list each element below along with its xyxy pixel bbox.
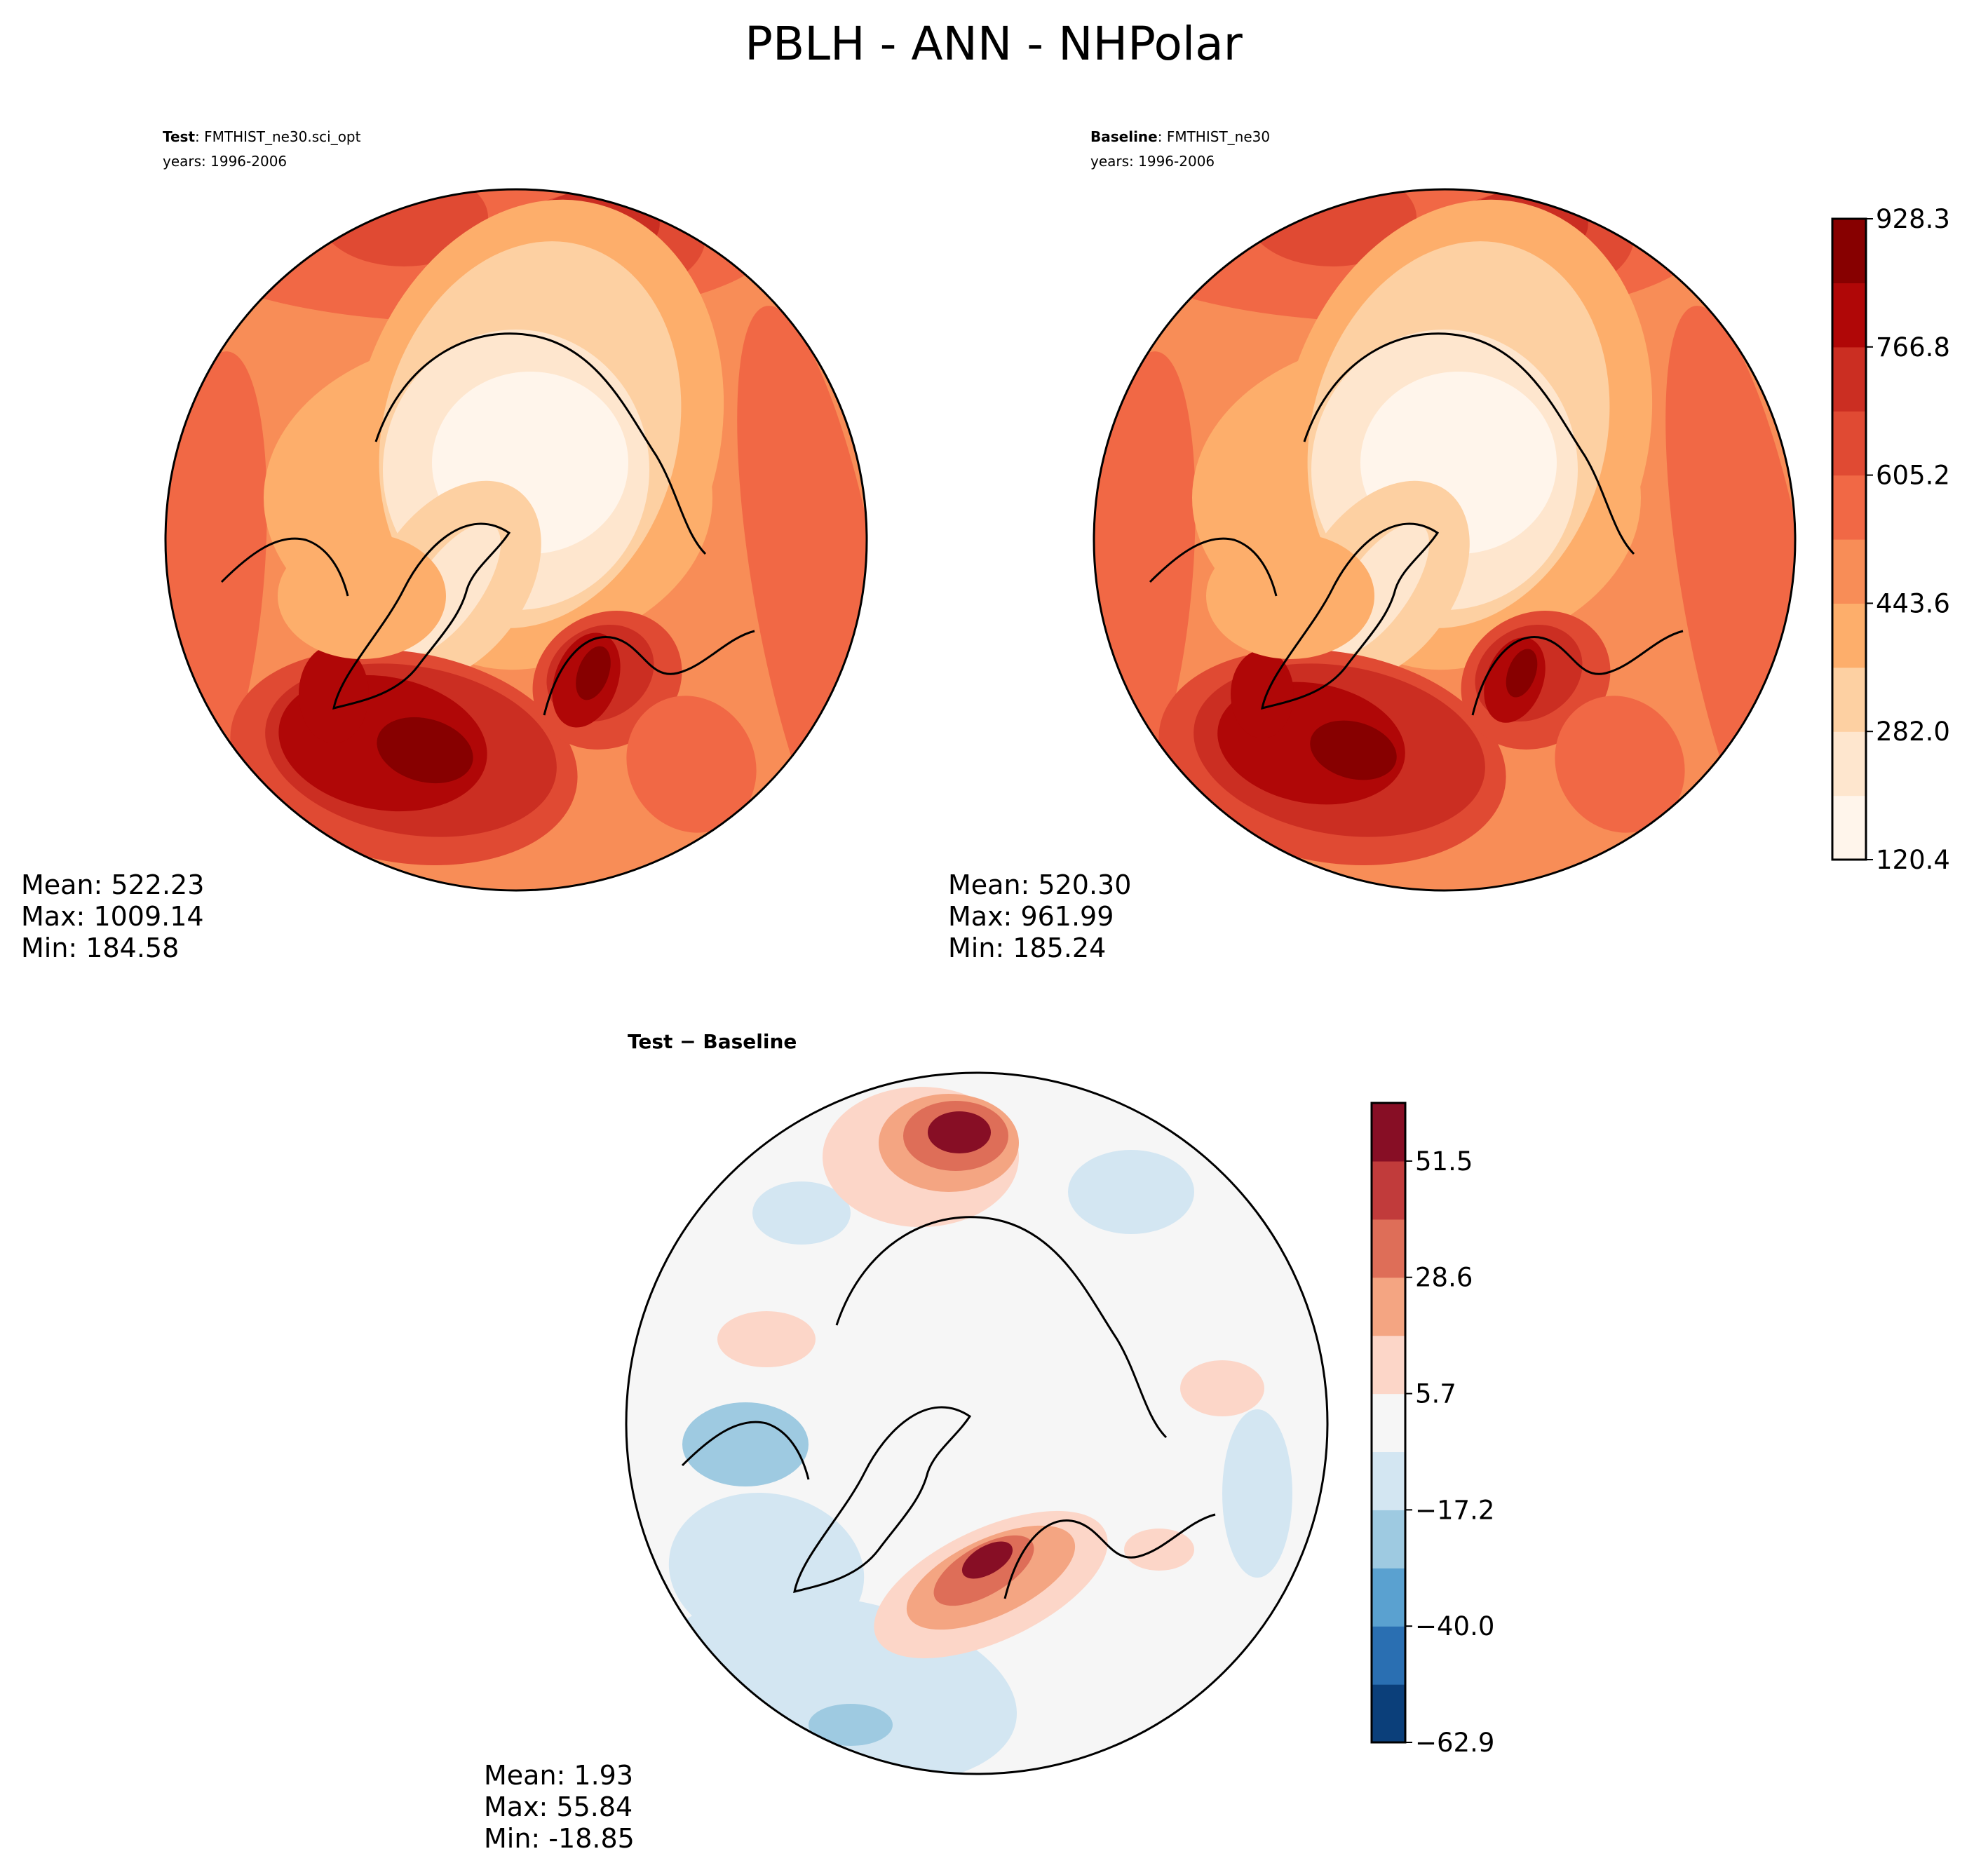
test-map-boundary — [164, 188, 868, 892]
baseline-map-coastline-hudson — [1149, 537, 1278, 597]
baseline-years: years: 1996-2006 — [1090, 153, 1215, 170]
test-title-rest: : FMTHIST_ne30.sci_opt — [195, 128, 361, 145]
test-map-coastline-hudson — [220, 537, 349, 597]
test-map-coastline-greenland — [332, 522, 511, 710]
baseline-title-bold: Baseline — [1090, 128, 1158, 145]
diff-map-band — [668, 1492, 865, 1649]
baseline-title-rest: : FMTHIST_ne30 — [1158, 128, 1270, 145]
colorbar-top-swatch — [1832, 731, 1866, 797]
baseline-map-band — [1310, 720, 1397, 780]
colorbar-top-swatch — [1832, 411, 1866, 476]
test-map-band — [576, 646, 611, 700]
colorbar-top-tick-label: 605.2 — [1876, 461, 1950, 491]
colorbar-bottom-swatch — [1372, 1335, 1405, 1395]
diff-stat-min: Min: -18.85 — [484, 1823, 635, 1854]
colorbar-bottom-tick-label: −62.9 — [1415, 1728, 1494, 1758]
test-years: years: 1996-2006 — [163, 153, 287, 170]
colorbar-top-tick-label: 120.4 — [1876, 845, 1950, 875]
baseline-stat-min: Min: 185.24 — [948, 933, 1106, 963]
colorbar-top-swatch — [1832, 346, 1866, 412]
test-map-coastline-europe — [543, 630, 755, 716]
colorbar-top-tick-label: 282.0 — [1876, 717, 1950, 747]
diff-map-band — [809, 1704, 893, 1746]
colorbar-top-swatch — [1832, 539, 1866, 604]
colorbar-top-swatch — [1832, 283, 1866, 348]
diff-map-band — [682, 1402, 809, 1486]
colorbar-top-swatch — [1832, 603, 1866, 668]
colorbar-bottom-swatch — [1372, 1103, 1405, 1162]
colorbar-top-swatch — [1832, 795, 1866, 860]
colorbar-bottom-tick-label: 5.7 — [1415, 1379, 1456, 1409]
test-panel-title: Test: FMTHIST_ne30.sci_opt — [163, 128, 361, 145]
baseline-map-coastline-greenland — [1261, 522, 1440, 710]
diff-map-band — [1180, 1360, 1264, 1416]
colorbar-top-swatch — [1832, 219, 1866, 283]
diff-map-band — [961, 1541, 1013, 1579]
colorbar-bottom-swatch — [1372, 1684, 1405, 1743]
diff-map-coastline-arctic — [835, 1216, 1168, 1439]
test-map-band — [626, 696, 757, 833]
diff-map-boundary — [625, 1071, 1329, 1775]
colorbar-bottom-tick-label: 51.5 — [1415, 1146, 1473, 1177]
test-stat-mean: Mean: 522.23 — [21, 869, 204, 900]
colorbar-bottom-frame — [1370, 1102, 1407, 1744]
diff-map-band — [928, 1111, 991, 1153]
baseline-map-band — [1206, 533, 1374, 659]
colorbar-bottom-swatch — [1372, 1510, 1405, 1569]
diff-map-band — [1068, 1150, 1194, 1234]
test-map — [165, 189, 867, 890]
diff-map-coastline-europe — [1003, 1513, 1216, 1599]
figure-title: PBLH - ANN - NHPolar — [745, 17, 1243, 71]
colorbar-bottom-swatch — [1372, 1393, 1405, 1453]
colorbar-bottom-swatch — [1372, 1160, 1405, 1220]
baseline-map-boundary — [1093, 188, 1797, 892]
baseline-map — [1094, 189, 1795, 890]
baseline-map-band — [1555, 696, 1685, 833]
colorbar-top-tick-label: 928.3 — [1876, 204, 1950, 234]
colorbar-top-tick-label: 443.6 — [1876, 588, 1950, 618]
baseline-map-band — [1506, 649, 1538, 698]
diff-map-coastline-greenland — [793, 1406, 972, 1594]
colorbar-top-swatch — [1832, 667, 1866, 732]
diff-stat-mean: Mean: 1.93 — [484, 1760, 633, 1791]
baseline-stat-mean: Mean: 520.30 — [948, 869, 1131, 900]
baseline-map-coastline-arctic — [1303, 332, 1635, 555]
diff-panel-title: Test − Baseline — [628, 1030, 797, 1053]
colorbar-bottom-swatch — [1372, 1277, 1405, 1336]
colorbar-top-frame — [1831, 217, 1867, 861]
test-map-coastline-arctic — [374, 332, 707, 555]
colorbar-bottom: −62.9 −40.0 −17.2 5.7 28.6 51.5 — [1370, 1102, 1494, 1758]
test-stat-max: Max: 1009.14 — [21, 901, 204, 932]
colorbar-bottom-swatch — [1372, 1219, 1405, 1278]
diff-map-band — [752, 1181, 851, 1245]
baseline-panel-title: Baseline: FMTHIST_ne30 — [1090, 128, 1270, 145]
diff-map-band — [1222, 1409, 1292, 1578]
colorbar-bottom-swatch — [1372, 1626, 1405, 1685]
diff-map-band — [717, 1311, 816, 1367]
diff-map-band — [1124, 1529, 1194, 1571]
test-stat-min: Min: 184.58 — [21, 933, 179, 963]
colorbar-top-tick-label: 766.8 — [1876, 332, 1950, 363]
diff-map — [626, 1073, 1327, 1774]
baseline-stat-max: Max: 961.99 — [948, 901, 1114, 932]
test-map-band — [377, 717, 473, 784]
test-map-band — [278, 533, 446, 659]
diff-stat-max: Max: 55.84 — [484, 1791, 633, 1822]
colorbar-bottom-tick-label: 28.6 — [1415, 1263, 1473, 1293]
colorbar-top-swatch — [1832, 475, 1866, 540]
baseline-map-coastline-europe — [1471, 630, 1684, 716]
colorbar-bottom-swatch — [1372, 1451, 1405, 1510]
colorbar-bottom-tick-label: −17.2 — [1415, 1495, 1494, 1525]
diff-map-coastline-hudson — [681, 1421, 810, 1480]
colorbar-bottom-swatch — [1372, 1568, 1405, 1627]
colorbar-bottom-tick-label: −40.0 — [1415, 1611, 1494, 1641]
colorbar-top: 120.4 282.0 443.6 605.2 766.8 928.3 — [1831, 204, 1950, 875]
test-title-bold: Test — [163, 128, 195, 145]
